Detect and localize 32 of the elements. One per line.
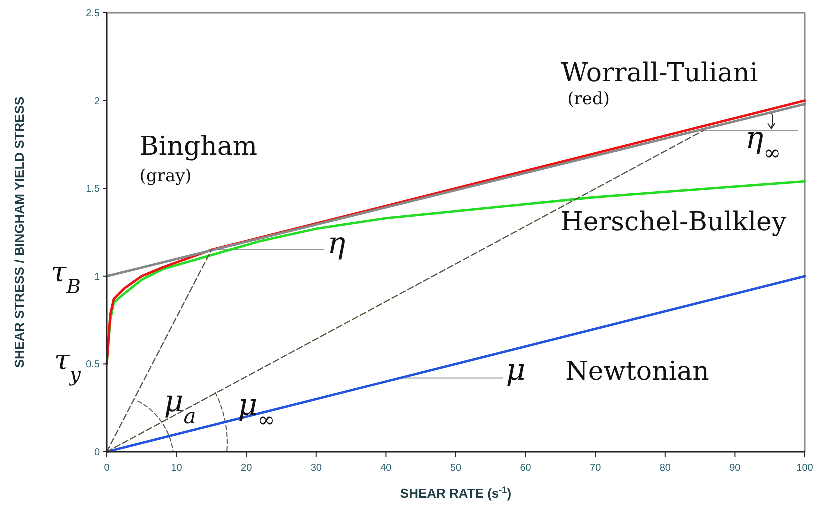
y-tick-label: 0	[94, 448, 100, 458]
series-label: Newtonian	[566, 357, 710, 388]
annotation: η	[328, 226, 346, 262]
x-tick-label: 70	[590, 463, 602, 474]
series-label: Herschel-Bulkley	[560, 208, 787, 238]
x-tick-label: 20	[241, 463, 253, 474]
x-tick-label: 40	[380, 463, 392, 474]
annotation: μ$_{∞}$	[238, 388, 276, 432]
x-tick-label: 80	[660, 463, 672, 474]
x-tick-label: 60	[520, 463, 532, 474]
x-tick-label: 50	[450, 463, 462, 474]
y-tick-label: 2	[94, 96, 100, 108]
text: τ$_{y}$	[54, 343, 82, 386]
annotation: μ	[506, 353, 526, 388]
x-tick-label: 100	[796, 463, 814, 474]
y-tick-label: 0.5	[86, 360, 100, 371]
y-tick-label: 1	[94, 272, 100, 283]
y-axis-title: SHEAR STRESS / BINGHAM YIELD STRESS	[12, 96, 27, 368]
x-tick-label: 0	[104, 463, 110, 474]
y-tick-label: 2.5	[86, 8, 100, 20]
x-axis-title: SHEAR RATE (s$^{-1}$)	[400, 485, 512, 501]
annotation: μ$_{a}$	[164, 384, 196, 429]
text: τ$_{B}$	[51, 256, 81, 298]
text: Bingham	[140, 132, 258, 162]
series-label: Worrall-Tuliani	[561, 58, 758, 88]
annotation: (gray)	[140, 166, 192, 187]
annotation: η$_{∞}$	[746, 121, 782, 166]
x-tick-label: 90	[730, 463, 742, 474]
annotation: (red)	[568, 89, 610, 110]
y-tick-label: 1.5	[86, 184, 100, 196]
x-tick-label: 10	[171, 463, 183, 474]
x-tick-label: 30	[310, 463, 322, 474]
